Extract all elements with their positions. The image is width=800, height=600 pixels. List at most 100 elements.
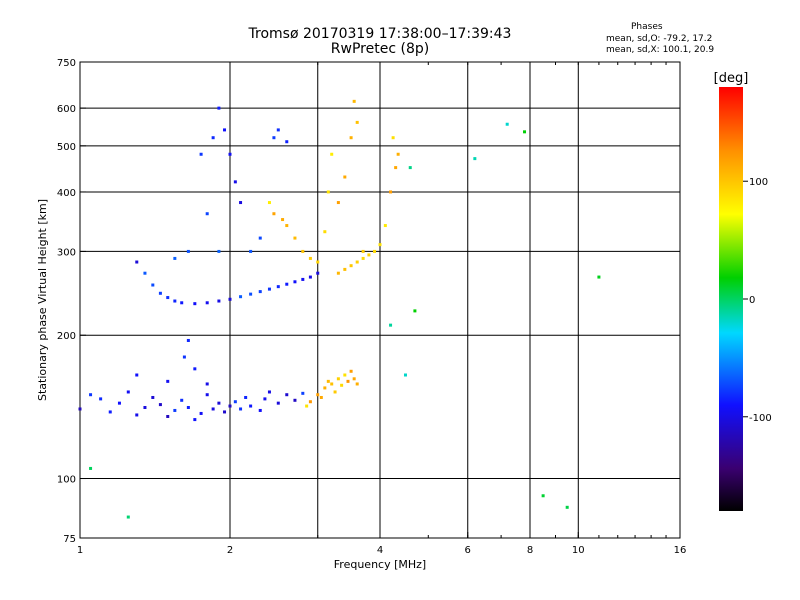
data-point [267,390,271,394]
data-point [239,407,243,411]
data-point [285,140,289,144]
data-point [143,271,147,275]
data-point [89,466,93,470]
data-point [244,395,248,399]
data-point [301,277,305,281]
data-point [267,201,271,205]
data-point [211,407,215,411]
data-point [205,212,209,216]
data-point [193,302,197,306]
data-point [408,166,412,170]
data-point [258,290,262,294]
data-point [193,418,197,422]
data-point [135,373,139,377]
data-point [151,283,155,287]
chart-subtitle: RwPretec (8p) [330,41,430,57]
data-point [383,224,387,228]
data-point [346,379,350,383]
data-point [349,369,353,373]
x-tick-label: 2 [227,545,233,556]
data-point [333,390,337,394]
data-point [293,280,297,284]
data-point [108,410,112,414]
data-point [413,309,417,313]
data-point [326,190,330,194]
data-point [285,224,289,228]
data-point [117,401,121,405]
colorbar-label: [deg] [714,71,749,86]
data-point [330,382,334,386]
data-point [249,249,253,253]
data-point [316,271,320,275]
data-point [239,201,243,205]
x-tick-label: 8 [527,545,533,556]
data-point [233,180,237,184]
data-point [285,282,289,286]
x-tick-label: 6 [465,545,471,556]
data-point [396,152,400,156]
data-point [597,275,601,279]
data-point [205,393,209,397]
data-point [233,400,237,404]
data-point [336,271,340,275]
phase-stats-x-mode: mean, sd,X: 100.1, 20.9 [606,45,715,55]
data-point [199,411,203,415]
colorbar [719,87,743,511]
data-point [166,296,170,300]
data-point [135,260,139,264]
data-point [293,398,297,402]
data-point [223,410,227,414]
data-point [336,377,340,381]
data-point [151,395,155,399]
data-point [340,383,344,387]
data-point [143,406,147,410]
data-point [276,285,280,289]
data-point [158,291,162,295]
x-axis: 1 2 4 6 8 10 16 [77,62,686,556]
colorbar-tick-label: -100 [749,413,772,424]
data-point [258,236,262,240]
data-point [394,166,398,170]
data-points [78,99,601,519]
data-point [180,301,184,305]
data-point [276,128,280,132]
data-point [361,256,365,260]
data-point [285,393,289,397]
data-point [330,152,334,156]
data-point [166,414,170,418]
data-point [158,403,162,407]
data-point [166,379,170,383]
data-point [565,505,569,509]
data-point [391,136,395,140]
data-point [173,408,177,412]
data-point [343,175,347,179]
data-point [541,494,545,498]
colorbar-tick-label: 100 [749,177,768,188]
data-point [272,136,276,140]
y-tick-label: 75 [63,534,76,545]
y-tick-label: 200 [57,331,76,342]
data-point [173,256,177,260]
data-point [367,253,371,257]
data-point [308,275,312,279]
data-point [173,299,177,303]
data-point [228,152,232,156]
data-point [228,297,232,301]
data-point [199,152,203,156]
data-point [267,287,271,291]
colorbar-tick-label: 0 [749,295,755,306]
data-point [249,404,253,408]
data-point [352,99,356,103]
data-point [272,212,276,216]
x-axis-label: Frequency [MHz] [334,558,426,571]
data-point [523,130,527,134]
phase-stats-o-mode: mean, sd,O: -79.2, 17.2 [606,34,713,44]
data-point [217,106,221,110]
data-point [473,157,477,161]
y-tick-label: 750 [57,58,76,69]
y-tick-label: 100 [57,475,76,486]
data-point [193,367,197,371]
data-point [323,386,327,390]
data-point [316,260,320,264]
data-point [258,408,262,412]
